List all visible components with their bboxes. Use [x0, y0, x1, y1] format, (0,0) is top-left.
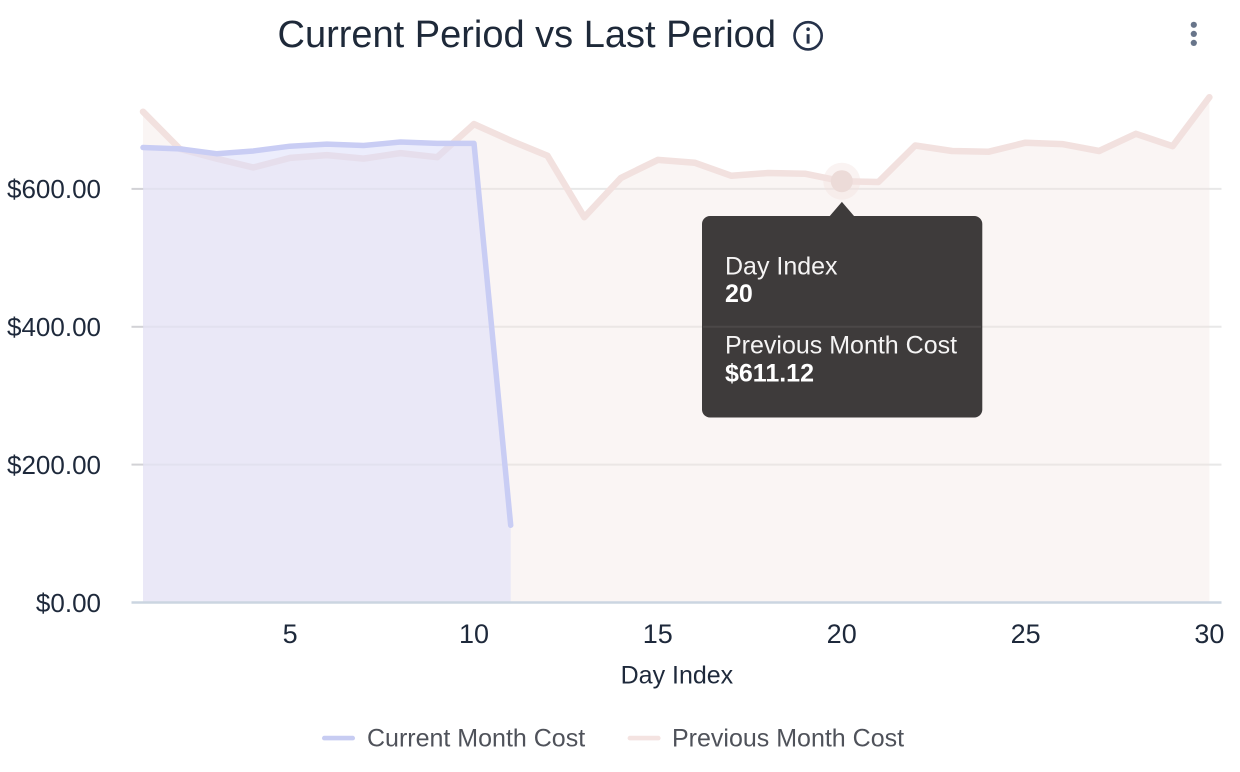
svg-text:Previous Month Cost: Previous Month Cost	[725, 332, 957, 360]
svg-text:Current Period vs Last Period: Current Period vs Last Period	[278, 14, 776, 56]
svg-text:20: 20	[827, 619, 857, 649]
svg-text:30: 30	[1194, 619, 1224, 649]
svg-text:20: 20	[725, 280, 753, 308]
svg-text:Day Index: Day Index	[725, 253, 838, 281]
svg-text:Current Month Cost: Current Month Cost	[367, 724, 585, 752]
svg-text:25: 25	[1011, 619, 1041, 649]
svg-text:$600.00: $600.00	[7, 174, 101, 204]
svg-text:$611.12: $611.12	[725, 359, 814, 387]
svg-text:$200.00: $200.00	[7, 450, 101, 480]
svg-text:5: 5	[283, 619, 298, 649]
svg-text:$400.00: $400.00	[7, 312, 101, 342]
svg-text:Previous Month Cost: Previous Month Cost	[672, 724, 904, 752]
svg-text:10: 10	[459, 619, 489, 649]
svg-text:Day Index: Day Index	[621, 661, 734, 689]
svg-text:$0.00: $0.00	[36, 588, 101, 618]
svg-text:15: 15	[643, 619, 673, 649]
